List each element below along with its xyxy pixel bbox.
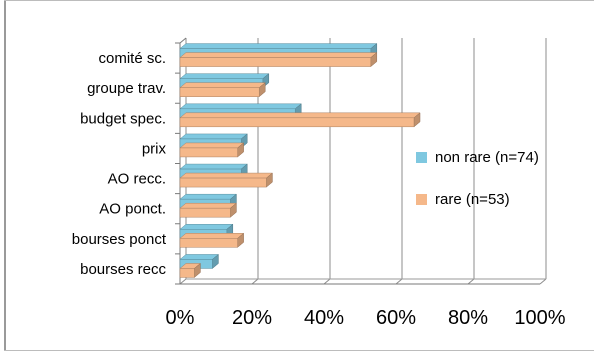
category-label: AO ponct. [99, 201, 166, 218]
bar [179, 82, 266, 98]
legend-item-rare: rare (n=53) [416, 188, 586, 210]
bar-front-face [179, 238, 238, 248]
wall-top-edge [179, 37, 187, 44]
gridline-floor [251, 278, 259, 285]
category-label: comité sc. [98, 50, 166, 67]
category-label: bourses ponct [72, 231, 167, 248]
x-tick-label: 40% [304, 307, 344, 329]
bar [179, 52, 378, 68]
frame-left-border [4, 0, 6, 351]
bar-top-face [179, 112, 421, 119]
bar [179, 202, 238, 218]
bar-front-face [179, 268, 195, 278]
x-tick-label: 20% [232, 307, 272, 329]
legend-label-rare: rare (n=53) [435, 190, 510, 208]
bar-top-face [179, 163, 248, 170]
bar-top-face [179, 82, 266, 88]
gridline-floor [323, 278, 331, 285]
bar [179, 262, 202, 278]
x-tick-label: 60% [376, 307, 416, 329]
bar-front-face [179, 147, 238, 158]
bar-top-face [179, 254, 220, 260]
legend: non rare (n=74) rare (n=53) [416, 146, 586, 230]
bar-top-face [179, 73, 270, 79]
category-label: groupe trav. [87, 80, 166, 97]
legend-item-non-rare: non rare (n=74) [416, 146, 586, 168]
bar-top-face [179, 103, 302, 110]
gridline-floor [539, 278, 547, 285]
gridline-floor [179, 278, 187, 285]
bar [179, 172, 274, 188]
category-label: AO recc. [108, 171, 166, 188]
bar-front-face [179, 117, 415, 128]
category-label: prix [142, 140, 167, 157]
bar-front-face [179, 177, 267, 188]
bar [179, 232, 245, 248]
bar-top-face [179, 224, 234, 230]
bar-top-face [179, 193, 238, 200]
bar-front-face [179, 87, 260, 97]
x-tick-label: 0% [166, 307, 195, 329]
bar-top-face [179, 172, 274, 179]
legend-swatch-non-rare [416, 151, 427, 163]
bar-front-face [179, 57, 372, 67]
gridline-floor [467, 278, 475, 285]
x-tick-label: 80% [448, 307, 488, 329]
bar [179, 142, 245, 158]
bar-top-face [179, 202, 238, 209]
category-label: budget spec. [80, 110, 166, 127]
bar-front-face [179, 207, 231, 218]
legend-swatch-rare [416, 193, 427, 205]
bar-top-face [179, 52, 378, 58]
bar [179, 112, 421, 128]
bar-top-face [179, 142, 245, 149]
gridline-floor [395, 278, 403, 285]
frame-top-border [4, 0, 594, 1]
bar-top-face [179, 233, 245, 239]
bar-top-face [179, 133, 248, 140]
category-label: bourses recc [80, 261, 166, 278]
x-tick-label: 100% [514, 307, 565, 329]
bar-top-face [179, 43, 378, 49]
legend-label-non-rare: non rare (n=74) [435, 148, 539, 166]
